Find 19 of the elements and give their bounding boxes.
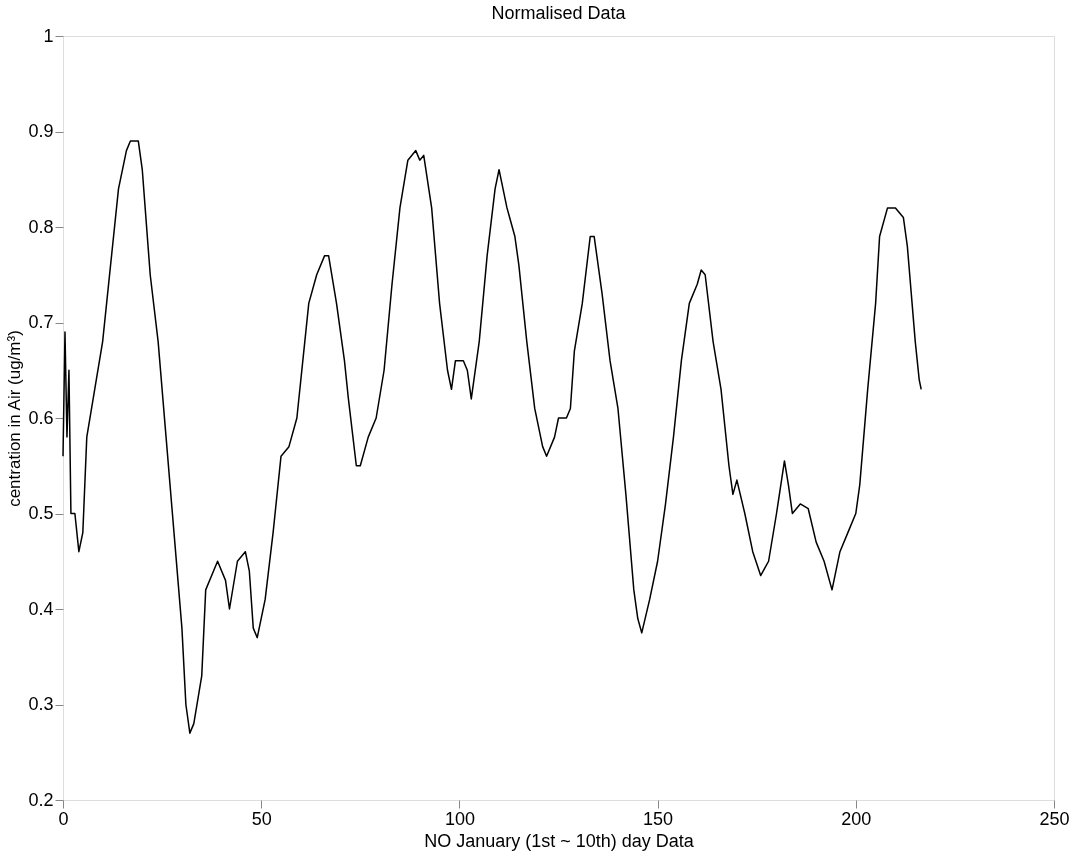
line-series [62, 140, 922, 734]
y-tick-label: 0.9 [28, 121, 54, 141]
x-tick-label: 0 [58, 808, 69, 829]
x-tick-label: 250 [1039, 808, 1070, 829]
x-tick-label: 50 [251, 808, 272, 829]
chart-title: Normalised Data [491, 3, 627, 23]
y-axis-title: centration in Air (ug/m³) [5, 330, 25, 507]
y-tick-label: 0.2 [28, 789, 54, 810]
y-tick-label: 1 [43, 25, 54, 46]
y-tick-label: 0.8 [28, 216, 54, 237]
y-tick-label: 0.3 [28, 694, 54, 714]
y-tick-label: 0.7 [28, 312, 54, 332]
y-tick-label: 0.5 [28, 503, 54, 523]
x-tick-label: 150 [643, 808, 674, 829]
y-tick-label: 0.6 [28, 407, 54, 428]
x-axis-title: NO January (1st ~ 10th) day Data [424, 830, 695, 851]
x-tick-label: 200 [841, 808, 872, 829]
x-tick-label: 100 [444, 808, 475, 829]
y-tick-label: 0.4 [28, 598, 54, 619]
